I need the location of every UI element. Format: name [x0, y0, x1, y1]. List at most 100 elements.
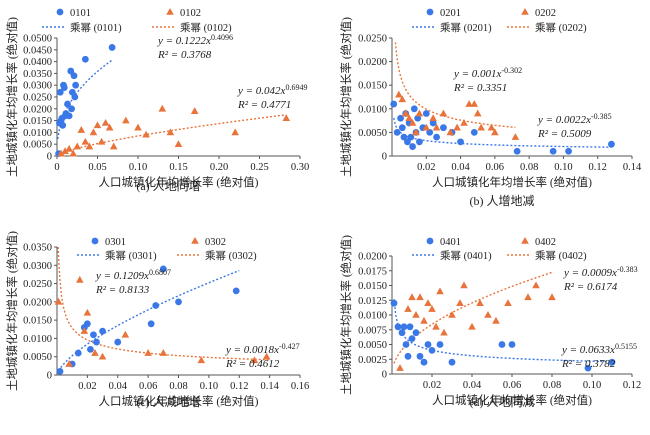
- data-point-0201: [409, 143, 416, 150]
- data-point-0201: [440, 124, 447, 132]
- legend: 0101 0102 乘幂 (0101) 乘幂 (0102): [42, 8, 232, 34]
- fit-equation-label: y = 0.0009x-0.383: [563, 265, 638, 279]
- y-tick-label: 0.0150: [358, 281, 387, 292]
- data-point-0302: [91, 349, 99, 356]
- legend-entry: 乘幂 (0401): [440, 250, 492, 262]
- data-point-0402: [456, 299, 464, 306]
- y-tick-label: 0: [382, 370, 387, 381]
- data-point-0302: [262, 352, 271, 360]
- data-point-0401: [436, 341, 444, 348]
- data-point-0402: [404, 305, 412, 312]
- data-point-0102: [57, 149, 65, 157]
- legend-entry: 乘幂 (0201): [440, 22, 492, 34]
- data-point-0201: [410, 105, 418, 113]
- y-tick-label: 0.0050: [23, 352, 52, 363]
- x-tick-label: 0.04: [109, 381, 128, 392]
- data-point-0202: [477, 123, 485, 131]
- data-point-0402: [412, 311, 420, 318]
- data-point-0401: [394, 323, 402, 331]
- data-point-0302: [65, 360, 73, 367]
- data-point-0202: [465, 100, 473, 107]
- data-point-0202: [432, 123, 441, 131]
- chart-panel-2: 0 0.0050 0.0100 0.0150 0.0200 0.0250 0.02 0.04 0…: [339, 8, 642, 208]
- data-point-0202: [415, 109, 424, 117]
- data-point-0201: [513, 147, 521, 155]
- data-point-0201: [398, 124, 406, 132]
- data-point-0301: [93, 338, 100, 346]
- x-tick-label: 0.25: [250, 162, 268, 173]
- data-point-0102: [65, 144, 73, 152]
- fit-equation-label: y = 0.042x0.6949: [237, 83, 307, 97]
- legend-marker: [426, 8, 434, 16]
- data-point-0402: [408, 293, 416, 301]
- legend: 0401 0402 乘幂 (0401) 乘幂 (0402): [412, 237, 587, 262]
- x-tick-label: 0.15: [169, 162, 187, 173]
- data-point-0302: [98, 352, 107, 360]
- data-point-0102: [77, 126, 86, 133]
- y-tick-label: 0.0200: [23, 104, 52, 115]
- legend-entry: 0301: [105, 237, 126, 248]
- data-point-0302: [144, 349, 152, 356]
- data-point-0302: [75, 275, 84, 283]
- y-tick-label: 0.0350: [23, 243, 52, 254]
- x-tick-label: 0.10: [554, 162, 572, 173]
- data-point-0301: [114, 338, 122, 346]
- data-point-0202: [470, 100, 479, 107]
- x-tick-label: 0.02: [423, 380, 441, 391]
- data-point-0201: [390, 100, 398, 108]
- fit-equation-label: y = 0.1209x0.6807: [95, 268, 171, 282]
- data-point-0301: [83, 320, 91, 328]
- data-point-0402: [432, 322, 440, 330]
- y-tick-label: 0.0100: [358, 104, 387, 115]
- data-point-0201: [429, 119, 437, 127]
- legend-entry: 乘幂 (0102): [180, 22, 232, 34]
- legend-entry: 0202: [535, 8, 556, 19]
- y-tick-label: 0.0200: [358, 252, 387, 263]
- data-point-0402: [416, 293, 424, 301]
- y-tick-label: 0: [47, 152, 52, 163]
- data-point-0202: [453, 123, 461, 131]
- data-point-0201: [549, 147, 557, 155]
- data-point-0402: [440, 328, 448, 336]
- fit-r2-label: R² = 0.8133: [95, 284, 150, 296]
- data-point-0401: [400, 323, 408, 331]
- data-point-0101: [70, 72, 78, 80]
- panel-caption: (b) 人增地减: [470, 194, 535, 208]
- x-tick-label: 0.02: [78, 381, 96, 392]
- data-point-0101: [56, 88, 64, 96]
- data-point-0402: [460, 281, 468, 289]
- x-tick-label: 0.20: [210, 162, 228, 173]
- fit-r2-label: R² = 0.5009: [537, 128, 592, 140]
- data-point-0302: [80, 327, 89, 334]
- y-tick-label: 0.0250: [23, 93, 52, 104]
- data-point-0301: [147, 320, 155, 328]
- data-point-0401: [424, 341, 432, 348]
- y-tick-label: 0.0075: [358, 325, 387, 336]
- legend-marker: [426, 237, 434, 245]
- legend: 0301 0302 乘幂 (0301) 乘幂 (0302): [77, 237, 257, 262]
- y-tick-label: 0.0175: [358, 266, 387, 277]
- y-axis-label: 土地城镇化年均增长率 (绝对值): [339, 235, 353, 395]
- fit-equation-label: y = 0.001x-0.302: [453, 66, 522, 80]
- x-tick-label: 0.10: [583, 380, 601, 391]
- chart-panel-4: 0 0.0025 0.0050 0.0075 0.0100 0.0125 0.0150 0.0…: [339, 235, 641, 409]
- data-point-0301: [99, 327, 106, 335]
- data-point-0102: [69, 149, 77, 157]
- data-point-0401: [412, 329, 420, 337]
- fit-r2-label: R² = 0.3351: [453, 82, 507, 94]
- data-point-0201: [397, 114, 404, 122]
- data-point-0201: [393, 129, 401, 136]
- legend-marker: [91, 237, 99, 245]
- y-tick-label: 0.0125: [358, 296, 387, 307]
- y-tick-label: 0.0200: [358, 57, 387, 68]
- data-point-0201: [433, 133, 440, 141]
- legend-entry: 乘幂 (0101): [70, 22, 122, 34]
- fit-equation-label: y = 0.0022x-0.385: [537, 112, 612, 126]
- data-point-0102: [61, 147, 69, 155]
- y-tick-label: 0.0050: [23, 140, 52, 151]
- x-tick-label: 0.12: [589, 162, 607, 173]
- data-point-0302: [159, 349, 168, 356]
- data-point-0301: [159, 265, 167, 273]
- data-point-0401: [448, 358, 456, 366]
- y-tick-label: 0.0250: [23, 279, 52, 290]
